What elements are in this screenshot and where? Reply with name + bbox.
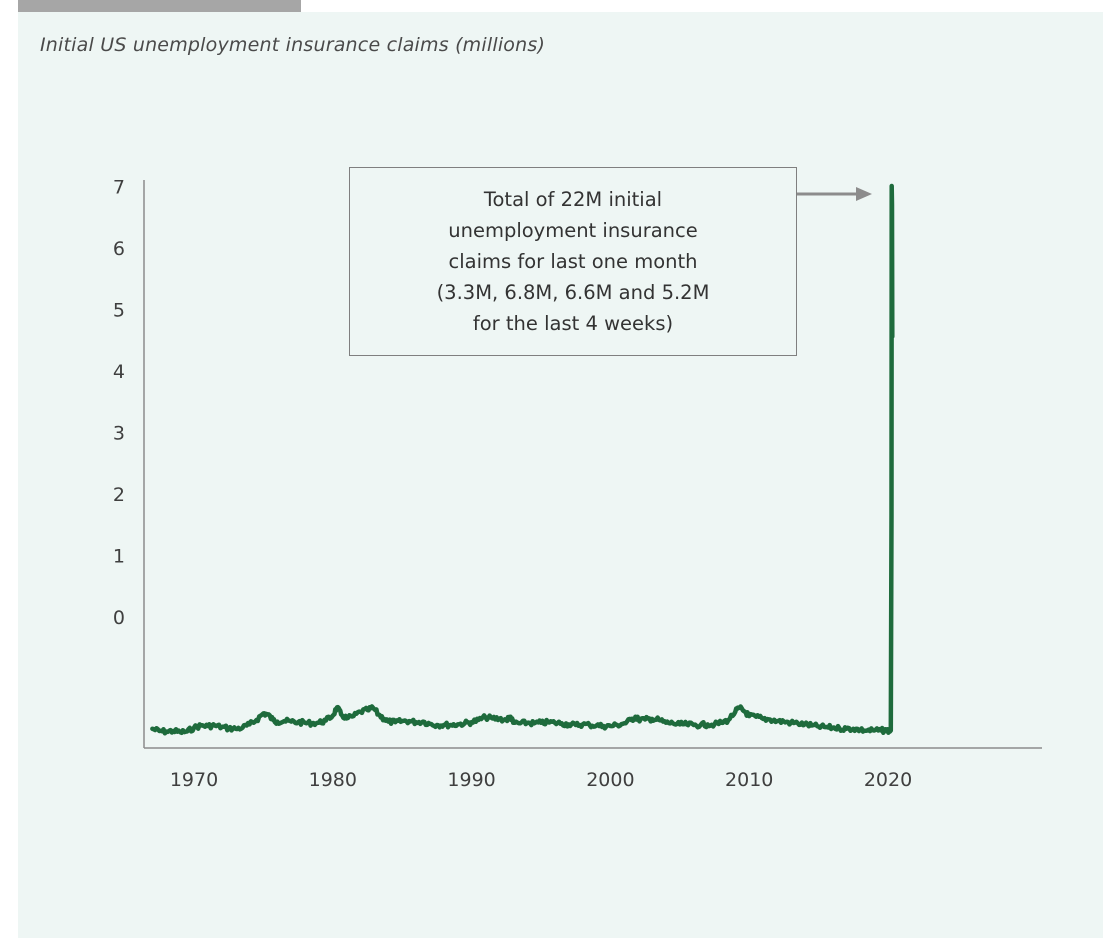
arrow-head [856, 187, 872, 201]
x-tick-label: 1980 [309, 769, 357, 791]
header-accent-bar [18, 0, 301, 12]
x-tick-label: 1970 [170, 769, 218, 791]
y-tick-label: 1 [113, 546, 125, 568]
y-tick-label: 2 [113, 484, 125, 506]
y-tick-label: 5 [113, 300, 125, 322]
x-tick-label: 2010 [725, 769, 773, 791]
x-tick-label: 2000 [586, 769, 634, 791]
x-axis-ticks: 1970 1980 1990 2000 2010 2020 [170, 769, 912, 791]
chart-panel [18, 12, 1103, 938]
chart-axes [143, 180, 1042, 749]
y-axis-ticks: 7 6 5 4 3 2 1 0 [113, 177, 125, 630]
chart-title: Initial US unemployment insurance claims… [40, 34, 546, 56]
x-tick-label: 2020 [864, 769, 912, 791]
chart-series [150, 183, 895, 736]
y-tick-label: 0 [113, 607, 125, 629]
y-tick-label: 3 [113, 423, 125, 445]
y-tick-label: 6 [113, 238, 125, 260]
series-line [150, 183, 895, 736]
x-tick-label: 1990 [447, 769, 495, 791]
y-tick-label: 7 [113, 177, 125, 199]
y-tick-label: 4 [113, 361, 125, 383]
annotation-arrow [797, 187, 872, 201]
annotation-box: Total of 22M initial unemployment insura… [349, 167, 797, 356]
annotation-text: Total of 22M initial unemployment insura… [436, 188, 710, 335]
